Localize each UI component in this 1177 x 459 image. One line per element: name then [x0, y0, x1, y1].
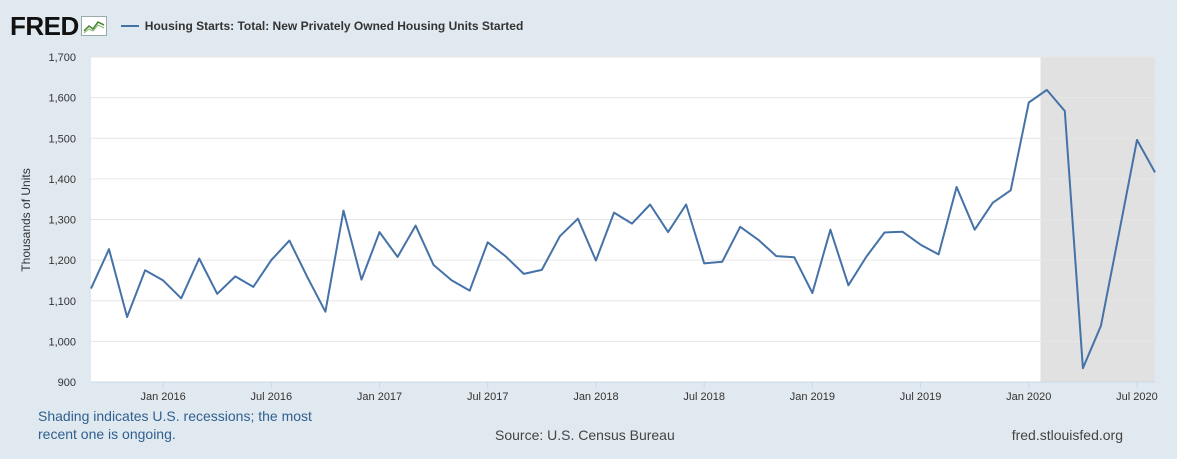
- x-tick-label: Jan 2020: [1006, 391, 1051, 403]
- x-tick-label: Jan 2016: [141, 391, 186, 403]
- site-link[interactable]: fred.stlouisfed.org: [1011, 427, 1123, 443]
- y-tick-label: 1,300: [48, 215, 76, 227]
- legend-label[interactable]: Housing Starts: Total: New Privately Own…: [144, 19, 524, 33]
- x-tick-label: Jul 2018: [683, 391, 725, 403]
- x-tick-label: Jul 2020: [1116, 391, 1158, 403]
- y-tick-label: 900: [58, 377, 76, 389]
- y-tick-label: 1,200: [48, 255, 76, 267]
- x-tick-label: Jul 2016: [251, 391, 293, 403]
- x-tick-labels: Jan 2016 Jul 2016 Jan 2017 Jul 2017 Jan 2018…: [91, 381, 1158, 403]
- x-tick-label: Jan 2018: [573, 391, 618, 403]
- x-tick-label: Jul 2019: [900, 391, 942, 403]
- y-tick-labels: 900 1,000 1,100 1,200 1,300 1,400 1,500 1,600 1,…: [48, 52, 76, 389]
- y-tick-label: 1,400: [48, 174, 76, 186]
- series-layer: [90, 88, 1156, 370]
- y-tick-label: 1,500: [48, 133, 76, 145]
- y-tick-label: 1,700: [48, 52, 76, 64]
- y-tick-label: 1,100: [48, 296, 76, 308]
- legend-swatch: [120, 25, 139, 27]
- x-tick-label: Jan 2017: [357, 391, 402, 403]
- fred-graph-icon: [80, 16, 107, 36]
- y-tick-label: 1,000: [48, 336, 76, 348]
- x-tick-label: Jul 2017: [467, 391, 509, 403]
- header: FRED Housing Starts: Total: New Privatel…: [10, 10, 523, 42]
- recession-note: Shading indicates U.S. recessions; the m…: [38, 408, 312, 442]
- y-tick-label: 1,600: [48, 93, 76, 105]
- x-tick-label: Jan 2019: [790, 391, 835, 403]
- y-axis-label: Thousands of Units: [19, 168, 33, 271]
- source-label: Source: U.S. Census Bureau: [495, 427, 675, 443]
- fred-logo[interactable]: FRED: [10, 10, 79, 41]
- series-line-housing-starts: [90, 88, 1156, 370]
